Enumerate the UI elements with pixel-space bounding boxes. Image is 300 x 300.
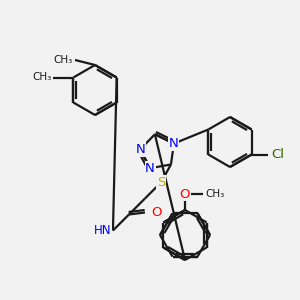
Text: O: O xyxy=(151,206,161,219)
Text: N: N xyxy=(145,162,155,175)
Text: S: S xyxy=(157,176,165,189)
Text: CH₃: CH₃ xyxy=(205,189,224,199)
Text: N: N xyxy=(135,143,145,156)
Text: N: N xyxy=(169,137,179,150)
Text: O: O xyxy=(180,188,190,200)
Text: HN: HN xyxy=(93,224,111,237)
Text: CH₃: CH₃ xyxy=(32,73,51,82)
Text: CH₃: CH₃ xyxy=(54,55,73,65)
Text: Cl: Cl xyxy=(272,148,285,161)
